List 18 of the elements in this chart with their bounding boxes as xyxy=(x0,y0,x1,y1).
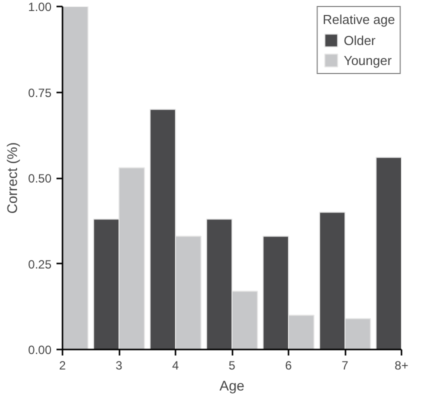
x-tick-label: 5 xyxy=(228,358,236,372)
x-tick-label: 2 xyxy=(59,358,66,372)
y-tick-label: 0.75 xyxy=(28,86,52,100)
y-tick-label: 0.25 xyxy=(28,257,52,272)
legend-label: Older xyxy=(344,32,376,48)
y-tick-label: 1.00 xyxy=(28,0,52,14)
legend-title: Relative age xyxy=(322,12,395,27)
x-axis-title: Age xyxy=(220,378,245,394)
y-tick-label: 0.50 xyxy=(28,172,52,186)
x-tick-label: 3 xyxy=(116,358,123,372)
legend-label: Younger xyxy=(344,52,392,68)
x-tick-label: 8+ xyxy=(394,358,408,372)
y-tick-label: 0.00 xyxy=(28,343,52,357)
x-tick-label: 4 xyxy=(172,358,180,372)
y-axis-title: Correct (%) xyxy=(4,142,20,214)
x-tick-label: 7 xyxy=(342,358,349,372)
x-tick-label: 6 xyxy=(285,358,292,372)
bar xyxy=(376,156,402,350)
